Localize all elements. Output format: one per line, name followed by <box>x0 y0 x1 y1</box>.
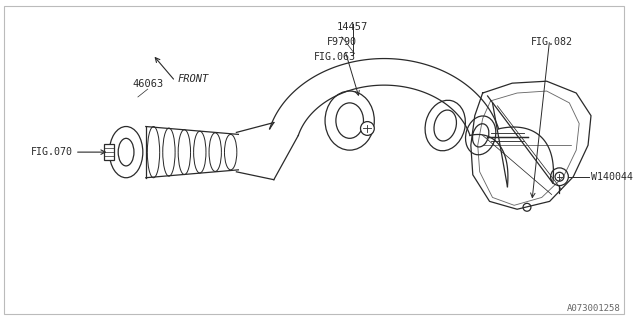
Text: 14457: 14457 <box>337 22 368 32</box>
Circle shape <box>523 203 531 211</box>
Text: 46063: 46063 <box>132 79 163 89</box>
Text: F9790: F9790 <box>327 37 356 47</box>
Text: FRONT: FRONT <box>177 74 209 84</box>
Circle shape <box>360 122 374 135</box>
Circle shape <box>555 172 564 181</box>
Circle shape <box>550 168 568 186</box>
Text: FIG.063: FIG.063 <box>314 52 356 62</box>
Bar <box>104 144 115 160</box>
Text: FIG.082: FIG.082 <box>531 37 573 47</box>
Text: A073001258: A073001258 <box>567 304 621 313</box>
Text: W140044: W140044 <box>591 172 633 182</box>
Text: FIG.070: FIG.070 <box>31 147 73 157</box>
